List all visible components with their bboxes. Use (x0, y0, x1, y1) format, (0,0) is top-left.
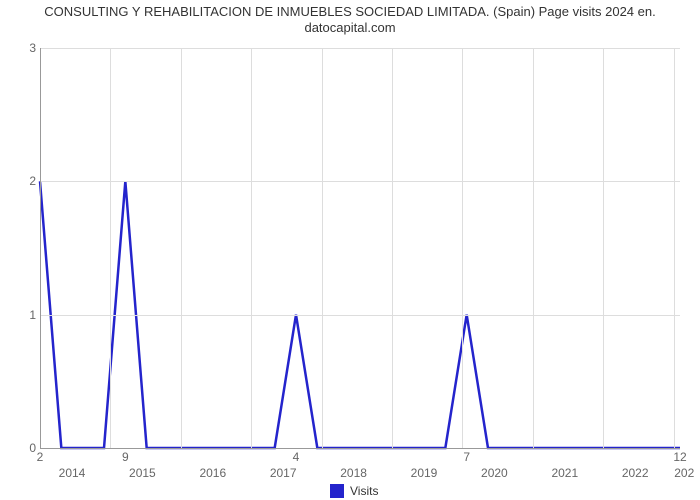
chart-title: CONSULTING Y REHABILITACION DE INMUEBLES… (0, 4, 700, 35)
y-tick-label: 2 (26, 174, 36, 188)
point-label: 2 (37, 450, 44, 464)
y-tick-label: 3 (26, 41, 36, 55)
point-label: 7 (463, 450, 470, 464)
x-axis (40, 448, 680, 449)
gridline-v (392, 48, 393, 448)
gridline-v (462, 48, 463, 448)
y-tick-label: 0 (26, 441, 36, 455)
x-tick-label: 202 (674, 466, 694, 480)
point-label: 9 (122, 450, 129, 464)
gridline-v (603, 48, 604, 448)
x-tick-label: 2018 (340, 466, 367, 480)
x-tick-label: 2017 (270, 466, 297, 480)
point-label: 12 (673, 450, 686, 464)
gridline-h (40, 315, 680, 316)
gridline-v (674, 48, 675, 448)
x-tick-label: 2020 (481, 466, 508, 480)
gridline-v (322, 48, 323, 448)
legend-swatch (330, 484, 344, 498)
visits-line (40, 48, 680, 448)
gridline-h (40, 48, 680, 49)
legend-label: Visits (350, 484, 378, 498)
gridline-v (251, 48, 252, 448)
gridline-v (533, 48, 534, 448)
gridline-v (110, 48, 111, 448)
x-tick-label: 2016 (199, 466, 226, 480)
point-label: 4 (293, 450, 300, 464)
legend: Visits (330, 484, 378, 498)
x-tick-label: 2021 (551, 466, 578, 480)
x-tick-label: 2014 (59, 466, 86, 480)
x-tick-label: 2022 (622, 466, 649, 480)
gridline-v (181, 48, 182, 448)
x-tick-label: 2019 (411, 466, 438, 480)
y-axis (40, 48, 41, 448)
x-tick-label: 2015 (129, 466, 156, 480)
plot-area (40, 48, 680, 448)
gridline-h (40, 181, 680, 182)
y-tick-label: 1 (26, 308, 36, 322)
